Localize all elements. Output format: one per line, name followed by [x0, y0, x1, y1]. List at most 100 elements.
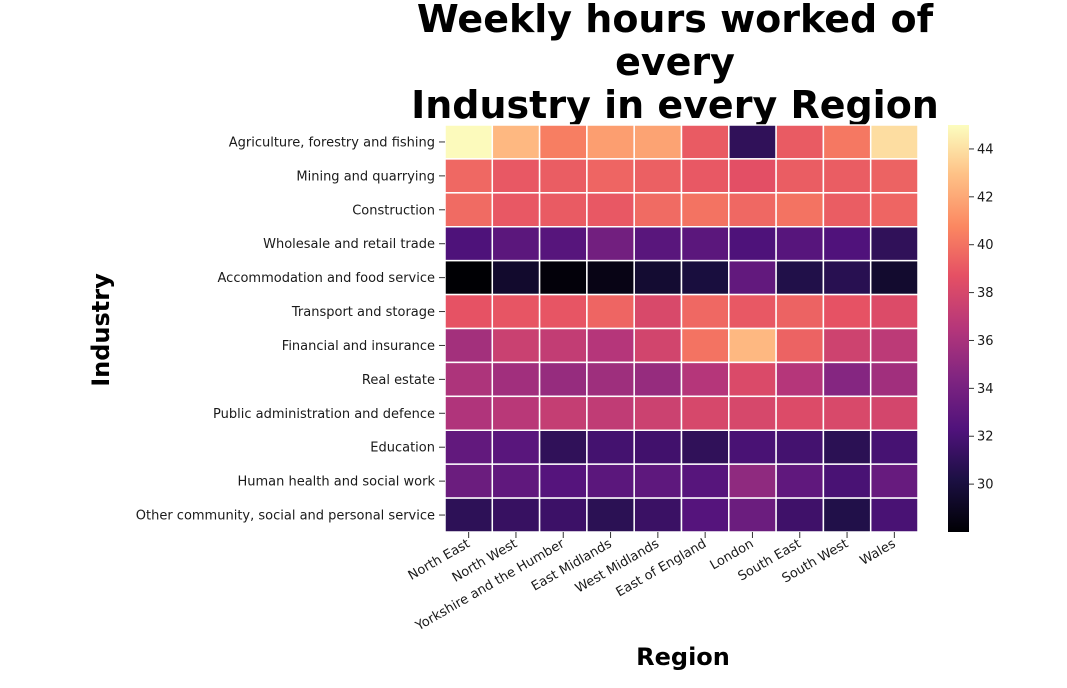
heatmap-cell [586, 293, 635, 330]
heatmap-cell [775, 226, 825, 262]
heatmap-cell [444, 361, 494, 398]
heatmap-cell [586, 429, 635, 465]
heatmap-cell [538, 124, 588, 160]
heatmap-cell [633, 124, 683, 160]
y-tick-label: Education [370, 441, 435, 456]
colorbar-tick-label: 44 [977, 142, 994, 157]
heatmap-cell [869, 158, 919, 194]
heatmap-cell [775, 124, 825, 160]
heatmap-cell [586, 497, 635, 533]
heatmap-cell [728, 124, 777, 160]
heatmap-cell [444, 497, 494, 533]
heatmap-cell [444, 158, 494, 194]
heatmap-cell [491, 327, 541, 364]
heatmap-cell [538, 463, 588, 499]
heatmap-cell [869, 124, 919, 160]
heatmap-cell [538, 497, 588, 533]
heatmap-cell [728, 226, 777, 262]
heatmap-cell [444, 429, 494, 465]
heatmap-cell [680, 226, 730, 262]
heatmap-cell [586, 226, 635, 262]
heatmap-cell [869, 293, 919, 330]
heatmap-cell [775, 192, 825, 228]
heatmap-cell [822, 293, 872, 330]
heatmap-cell [633, 395, 683, 432]
heatmap-cell [680, 158, 730, 194]
heatmap-cell [491, 497, 541, 533]
heatmap-cell [586, 158, 635, 194]
heatmap-cell [633, 259, 683, 296]
heatmap-cell [586, 395, 635, 432]
y-tick-label: Construction [352, 203, 435, 218]
heatmap-cell [538, 192, 588, 228]
heatmap-cell [680, 395, 730, 432]
heatmap-cell [728, 463, 777, 499]
heatmap-cell [491, 124, 541, 160]
heatmap-cell [633, 226, 683, 262]
heatmap-cell [586, 463, 635, 499]
heatmap-cell [775, 158, 825, 194]
y-tick-label: Other community, social and personal ser… [136, 509, 435, 524]
heatmap-cell [728, 361, 777, 398]
heatmap-cell [491, 429, 541, 465]
y-tick-label: Public administration and defence [213, 407, 435, 422]
heatmap-cell [633, 361, 683, 398]
heatmap-cell [822, 429, 872, 465]
heatmap-cell [728, 192, 777, 228]
heatmap-cell [633, 497, 683, 533]
y-tick-label: Real estate [362, 373, 435, 388]
heatmap-cell [822, 259, 872, 296]
heatmap-cell [728, 293, 777, 330]
y-tick-label: Accommodation and food service [218, 271, 435, 286]
heatmap-cell [822, 226, 872, 262]
heatmap-cell [775, 497, 825, 533]
heatmap-cells [444, 124, 919, 533]
heatmap-cell [586, 361, 635, 398]
heatmap-cell [633, 327, 683, 364]
y-tick-label: Transport and storage [291, 305, 435, 320]
heatmap-cell [822, 158, 872, 194]
heatmap-cell [728, 158, 777, 194]
heatmap-cell [538, 226, 588, 262]
x-axis-title: Region [636, 643, 730, 671]
heatmap-cell [491, 259, 541, 296]
heatmap-cell [822, 497, 872, 533]
heatmap-cell [680, 361, 730, 398]
heatmap-cell [728, 429, 777, 465]
y-tick-label: Wholesale and retail trade [263, 237, 435, 252]
colorbar-tick-label: 38 [977, 286, 994, 301]
heatmap-cell [822, 124, 872, 160]
heatmap-cell [869, 259, 919, 296]
heatmap-cell [444, 192, 494, 228]
heatmap-cell [728, 327, 777, 364]
heatmap-cell [633, 158, 683, 194]
heatmap-cell [586, 192, 635, 228]
heatmap-cell [491, 395, 541, 432]
colorbar-tick-label: 42 [977, 190, 994, 205]
heatmap-cell [869, 192, 919, 228]
heatmap-cell [444, 293, 494, 330]
heatmap-cell [491, 463, 541, 499]
heatmap-cell [822, 327, 872, 364]
heatmap-cell [491, 158, 541, 194]
colorbar-tick-label: 34 [977, 382, 994, 397]
colorbar: 30 32 34 36 38 40 42 44 [948, 125, 994, 532]
heatmap-cell [444, 327, 494, 364]
heatmap-cell [491, 192, 541, 228]
heatmap-cell [775, 463, 825, 499]
y-axis-title: Industry [87, 273, 115, 387]
colorbar-tick-label: 30 [977, 478, 994, 493]
heatmap-cell [775, 395, 825, 432]
colorbar-bar [948, 125, 969, 532]
heatmap-cell [775, 327, 825, 364]
heatmap-cell [869, 429, 919, 465]
heatmap-cell [538, 293, 588, 330]
x-tick-label: Wales [858, 536, 899, 568]
heatmap-cell [728, 259, 777, 296]
heatmap-cell [680, 463, 730, 499]
heatmap-cell [586, 124, 635, 160]
heatmap-cell [869, 327, 919, 364]
heatmap-cell [444, 259, 494, 296]
heatmap-cell [633, 429, 683, 465]
